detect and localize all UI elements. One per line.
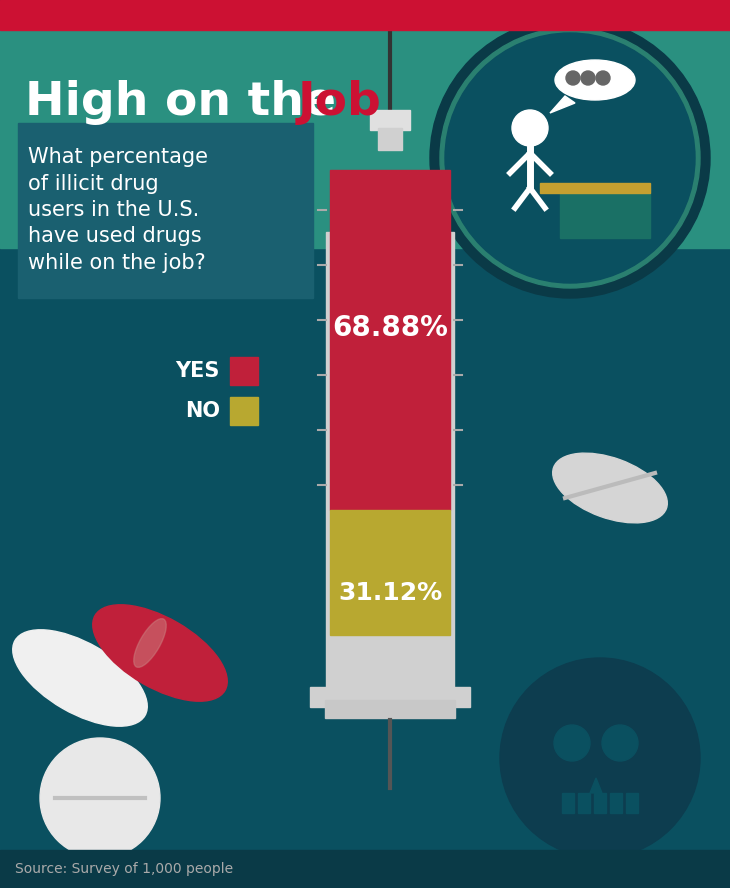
Bar: [230, 357, 258, 385]
Ellipse shape: [134, 619, 166, 668]
Bar: [330, 170, 450, 510]
Bar: [562, 793, 574, 813]
Bar: [326, 232, 454, 703]
Circle shape: [500, 658, 700, 858]
Bar: [578, 793, 590, 813]
Circle shape: [602, 725, 638, 761]
Text: Source: Survey of 1,000 people: Source: Survey of 1,000 people: [15, 862, 233, 876]
Text: High on the: High on the: [25, 81, 353, 125]
Ellipse shape: [93, 605, 227, 702]
Bar: [610, 793, 622, 813]
Circle shape: [596, 71, 610, 85]
Ellipse shape: [553, 453, 667, 523]
Text: NO: NO: [185, 401, 220, 421]
Circle shape: [430, 18, 710, 298]
Circle shape: [554, 725, 590, 761]
Bar: [0, 0, 730, 30]
Circle shape: [566, 71, 580, 85]
Bar: [18, 123, 313, 298]
Bar: [310, 687, 470, 707]
Bar: [626, 793, 638, 813]
Bar: [230, 397, 258, 425]
Circle shape: [40, 738, 160, 858]
Bar: [594, 793, 606, 813]
Circle shape: [581, 71, 595, 85]
Text: What percentage
of illicit drug
users in the U.S.
have used drugs
while on the j: What percentage of illicit drug users in…: [28, 147, 208, 273]
Bar: [378, 128, 402, 150]
Text: Job: Job: [298, 81, 382, 125]
Text: YES: YES: [176, 361, 220, 381]
Bar: [0, 8, 730, 248]
Bar: [330, 510, 450, 635]
Polygon shape: [590, 778, 602, 793]
Text: 68.88%: 68.88%: [332, 314, 448, 342]
Bar: [370, 110, 410, 130]
Polygon shape: [550, 96, 575, 113]
Bar: [540, 183, 650, 193]
Circle shape: [445, 33, 695, 283]
Bar: [0, 850, 730, 888]
Bar: [560, 188, 650, 238]
Ellipse shape: [555, 60, 635, 100]
Bar: [325, 700, 455, 718]
Text: 31.12%: 31.12%: [338, 581, 442, 605]
Circle shape: [440, 28, 700, 288]
Circle shape: [512, 110, 548, 146]
Ellipse shape: [12, 630, 147, 726]
